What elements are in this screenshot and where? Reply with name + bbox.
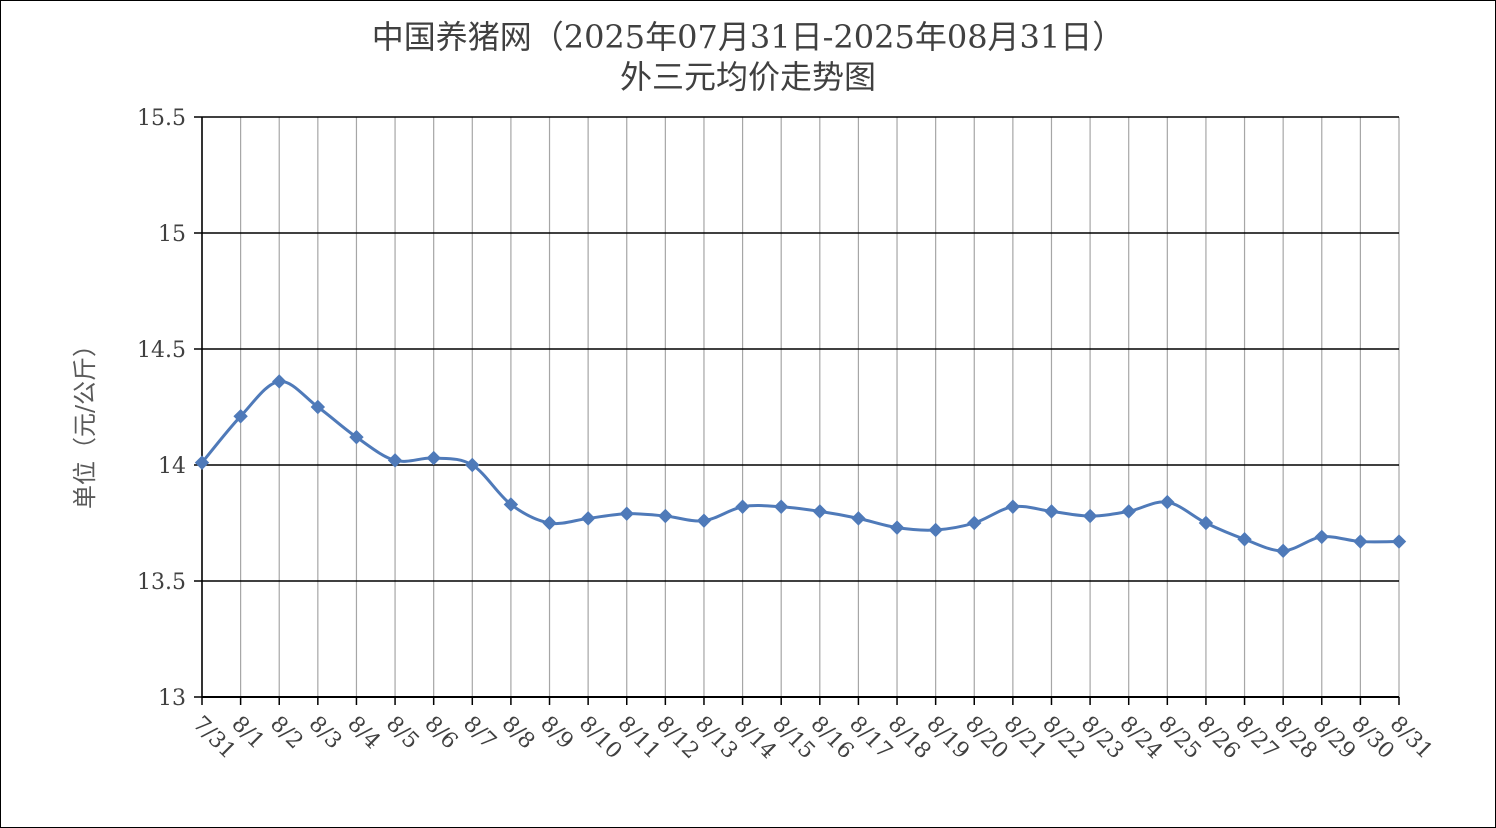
x-tick-label: 8/31 — [1385, 712, 1438, 765]
x-tick-label: 8/25 — [1153, 712, 1206, 765]
series-line — [200, 379, 1400, 553]
data-point-marker — [696, 513, 712, 528]
chart-title: 中国养猪网（2025年07月31日-2025年08月31日） — [372, 18, 1125, 56]
data-point-marker — [889, 520, 905, 535]
data-point-marker — [735, 499, 750, 514]
data-point-marker — [426, 450, 441, 466]
x-tick-label: 8/22 — [1037, 712, 1090, 765]
y-tick-label: 13.5 — [137, 570, 186, 595]
x-tick-label: 7/31 — [188, 712, 241, 765]
chart-subtitle: 外三元均价走势图 — [620, 58, 876, 96]
y-tick-label: 14 — [158, 454, 186, 479]
x-tick-label: 8/12 — [651, 712, 704, 765]
x-tick-label: 8/28 — [1269, 712, 1322, 765]
data-point-marker — [1391, 534, 1407, 549]
data-point-marker — [387, 453, 403, 468]
x-tick-label: 8/13 — [690, 712, 743, 765]
data-point-marker — [1082, 508, 1098, 524]
y-tick-label: 13 — [158, 686, 186, 711]
x-tick-label: 8/18 — [883, 712, 936, 765]
x-tick-label: 8/5 — [381, 712, 424, 755]
data-point-marker — [619, 506, 634, 521]
x-tick-label: 8/21 — [999, 712, 1052, 765]
y-tick-label: 15 — [158, 222, 186, 247]
x-tick-label: 8/29 — [1308, 712, 1361, 765]
data-point-marker — [542, 515, 557, 531]
data-point-marker — [272, 374, 287, 389]
x-tick-label: 8/10 — [574, 712, 627, 765]
data-point-marker — [1160, 494, 1175, 510]
data-point-marker — [928, 522, 943, 538]
x-tick-label: 8/15 — [767, 712, 820, 765]
x-tick-label: 8/9 — [535, 712, 578, 755]
data-point-marker — [1314, 529, 1329, 545]
series-markers — [194, 374, 1407, 559]
x-tick-label: 8/23 — [1076, 712, 1129, 765]
x-tick-label: 8/30 — [1346, 712, 1399, 765]
data-point-marker — [194, 455, 210, 470]
data-point-marker — [503, 497, 519, 512]
data-point-marker — [310, 399, 326, 415]
data-point-marker — [658, 508, 673, 524]
data-point-marker — [773, 499, 789, 514]
x-tick-label: 8/26 — [1192, 712, 1245, 765]
x-tick-labels: 7/318/18/28/38/48/58/68/78/88/98/108/118… — [188, 697, 1438, 765]
data-point-marker — [1275, 543, 1291, 559]
data-point-marker — [1044, 504, 1059, 519]
vertical-gridlines — [240, 117, 1400, 697]
data-point-marker — [349, 429, 364, 445]
y-tick-label: 14.5 — [137, 338, 186, 363]
data-point-marker — [580, 511, 596, 526]
data-point-marker — [1198, 515, 1214, 531]
data-point-marker — [851, 511, 866, 526]
x-tick-label: 8/27 — [1230, 712, 1283, 765]
x-tick-label: 8/8 — [497, 712, 540, 755]
data-point-marker — [1237, 532, 1252, 547]
y-tick-label: 15.5 — [137, 106, 186, 131]
x-tick-label: 8/17 — [844, 712, 897, 765]
data-point-marker — [233, 409, 248, 424]
x-tick-label: 8/7 — [458, 712, 501, 755]
y-tick-labels: 13 13.5 14 14.5 15 15.5 — [137, 106, 186, 711]
data-point-marker — [967, 515, 982, 531]
y-axis-label: 单位（元/公斤） — [71, 333, 99, 509]
data-point-marker — [1005, 499, 1021, 514]
x-tick-label: 8/11 — [612, 712, 665, 765]
data-point-marker — [812, 504, 828, 519]
x-tick-label: 8/20 — [960, 712, 1013, 765]
x-tick-label: 8/2 — [265, 712, 308, 755]
x-tick-label: 8/4 — [342, 712, 385, 755]
x-tick-label: 8/16 — [806, 712, 859, 765]
horizontal-gridlines — [194, 116, 1399, 698]
data-point-marker — [465, 457, 480, 473]
data-point-marker — [1121, 504, 1136, 519]
x-tick-label: 8/19 — [921, 712, 974, 765]
x-tick-label: 8/6 — [419, 712, 462, 755]
data-point-marker — [1353, 534, 1368, 549]
x-tick-label: 8/3 — [304, 712, 347, 755]
x-tick-label: 8/24 — [1114, 712, 1167, 765]
x-tick-label: 8/14 — [728, 712, 781, 765]
